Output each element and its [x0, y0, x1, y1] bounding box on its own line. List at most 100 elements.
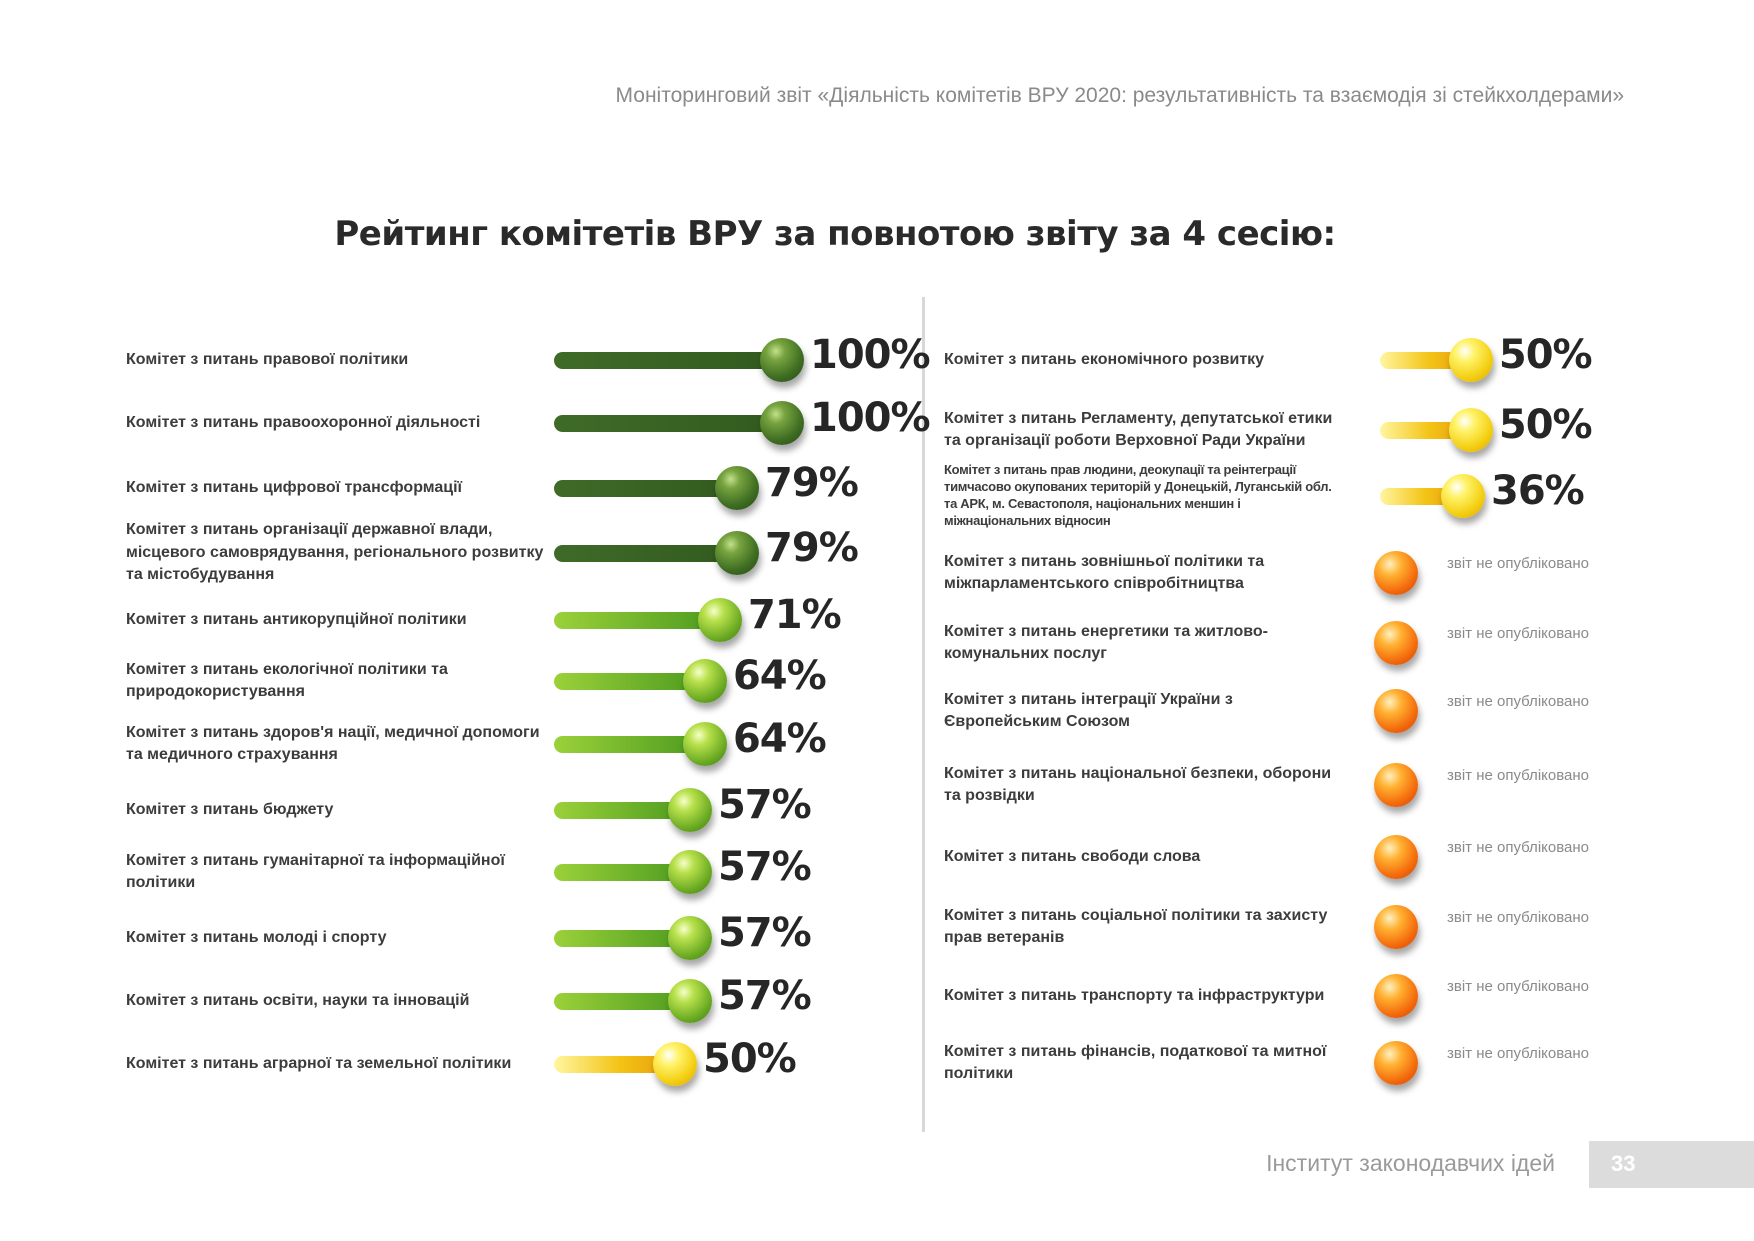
score-percent: 100%: [810, 395, 931, 441]
committee-name: Комітет з питань освіти, науки та іннова…: [126, 991, 470, 1009]
score-knob-icon: [682, 659, 727, 703]
committee-row: Комітет з питань прав людини, деокупації…: [0, 462, 1754, 528]
committee-name: Комітет з питань цифрової трансформації: [126, 478, 463, 496]
score-percent: 64%: [732, 716, 827, 762]
score-knob-icon: [760, 338, 804, 382]
score-percent: 71%: [747, 592, 842, 638]
page-number-box: 33: [1589, 1141, 1754, 1188]
score-bar: [554, 802, 690, 819]
score-bar: [1380, 352, 1471, 369]
score-bar: [554, 415, 782, 432]
committee-name: Комітет з питань аграрної та земельної п…: [126, 1054, 512, 1072]
page-title: Рейтинг комітетів ВРУ за повнотою звіту …: [334, 214, 1336, 254]
report-status: звіт не опубліковано: [1447, 555, 1589, 572]
footer-organization: Інститут законодавчих ідей: [1266, 1150, 1555, 1176]
committee-row: Комітет з питань цифрової трансформації 7…: [0, 458, 1754, 518]
score-knob-icon: [1441, 474, 1485, 518]
unpublished-dot-icon: [1374, 551, 1418, 595]
score-percent: 79%: [765, 525, 859, 571]
score-bar: [554, 612, 720, 629]
committee-name: Комітет з питань правової політики: [126, 350, 409, 368]
committee-name: Комітет з питань Регламенту, депутатсько…: [944, 409, 1333, 449]
score-knob-icon: [667, 916, 712, 960]
score-percent: 79%: [765, 460, 859, 506]
score-bar: [554, 480, 738, 497]
score-bar: [554, 545, 738, 562]
committee-row: Комітет з питань енергетики та житлово-к…: [0, 613, 1754, 673]
committee-row: Комітет з питань свободи слова звіт не оп…: [0, 827, 1754, 887]
score-percent: 100%: [810, 332, 931, 378]
score-bar: [554, 930, 690, 947]
report-status: звіт не опубліковано: [1447, 693, 1589, 710]
score-percent: 57%: [717, 973, 812, 1019]
committee-name: Комітет з питань молоді і спорту: [126, 928, 387, 946]
unpublished-dot-icon: [1374, 835, 1418, 879]
committee-row: Комітет з питань молоді і спорту 57%: [0, 908, 1754, 968]
running-header: Моніторинговий звіт «Діяльність комітеті…: [615, 84, 1624, 107]
committee-row: Комітет з питань здоров'я нації, медично…: [0, 714, 1754, 774]
score-percent: 50%: [1498, 332, 1593, 378]
committee-row: Комітет з питань правової політики 100%: [0, 330, 1754, 390]
committee-name: Комітет з питань фінансів, податкової та…: [944, 1042, 1327, 1082]
unpublished-dot-icon: [1374, 905, 1418, 949]
score-knob-icon: [653, 1042, 697, 1086]
committee-row: Комітет з питань фінансів, податкової та…: [0, 1033, 1754, 1093]
report-status: звіт не опубліковано: [1447, 909, 1589, 926]
score-bar: [554, 736, 705, 753]
report-status: звіт не опубліковано: [1447, 625, 1589, 642]
committee-row: Комітет з питань національної безпеки, о…: [0, 755, 1754, 815]
committee-row: Комітет з питань Регламенту, депутатсько…: [0, 400, 1754, 460]
committee-row: Комітет з питань соціальної політики та …: [0, 897, 1754, 957]
committee-row: Комітет з питань інтеграції України з Єв…: [0, 681, 1754, 741]
score-percent: 57%: [717, 782, 812, 828]
committee-name: Комітет з питань організації державної в…: [126, 521, 544, 584]
score-bar: [554, 1056, 675, 1073]
unpublished-dot-icon: [1374, 689, 1418, 733]
report-status: звіт не опубліковано: [1447, 839, 1589, 856]
score-bar: [554, 864, 690, 881]
score-knob-icon: [697, 598, 742, 642]
committee-name: Комітет з питань екологічної політики та…: [126, 660, 448, 700]
score-knob-icon: [715, 466, 760, 510]
page-number: 33: [1611, 1151, 1636, 1176]
committee-name: Комітет з питань зовнішньої політики та …: [944, 552, 1265, 592]
report-status: звіт не опубліковано: [1447, 767, 1589, 784]
unpublished-dot-icon: [1374, 974, 1418, 1018]
score-bar: [1380, 422, 1471, 439]
committee-row: Комітет з питань освіти, науки та іннова…: [0, 971, 1754, 1031]
committee-name: Комітет з питань свободи слова: [944, 847, 1201, 865]
committee-row: Комітет з питань зовнішньої політики та …: [0, 543, 1754, 603]
committee-name: Комітет з питань прав людини, деокупації…: [944, 462, 1332, 528]
committee-name: Комітет з питань соціальної політики та …: [944, 906, 1328, 946]
unpublished-dot-icon: [1374, 621, 1418, 665]
committee-row: Комітет з питань правоохоронної діяльнос…: [0, 393, 1754, 453]
committee-name: Комітет з питань здоров'я нації, медично…: [126, 723, 540, 763]
committee-name: Комітет з питань транспорту та інфрастру…: [944, 986, 1325, 1004]
score-percent: 50%: [1498, 402, 1593, 448]
score-knob-icon: [1448, 338, 1493, 382]
committee-name: Комітет з питань правоохоронної діяльнос…: [126, 413, 481, 431]
score-knob-icon: [667, 788, 712, 832]
score-percent: 50%: [703, 1036, 797, 1082]
score-percent: 57%: [717, 844, 812, 890]
committee-name: Комітет з питань енергетики та житлово-к…: [944, 622, 1268, 662]
committee-name: Комітет з питань гуманітарної та інформа…: [126, 851, 505, 891]
score-bar: [554, 993, 690, 1010]
unpublished-dot-icon: [1374, 1041, 1418, 1085]
committee-name: Комітет з питань національної безпеки, о…: [944, 764, 1332, 804]
column-divider: [922, 297, 925, 1132]
report-status: звіт не опубліковано: [1447, 978, 1589, 995]
score-knob-icon: [667, 850, 712, 894]
score-knob-icon: [760, 401, 804, 445]
score-percent: 36%: [1491, 468, 1585, 514]
committee-row: Комітет з питань гуманітарної та інформа…: [0, 842, 1754, 902]
score-bar: [554, 352, 782, 369]
committee-row: Комітет з питань антикорупційної політик…: [0, 590, 1754, 650]
committee-row: Комітет з питань економічного розвитку 50…: [0, 330, 1754, 390]
report-status: звіт не опубліковано: [1447, 1045, 1589, 1062]
score-percent: 57%: [717, 910, 812, 956]
committee-name: Комітет з питань інтеграції України з Єв…: [944, 690, 1233, 730]
score-percent: 64%: [732, 653, 827, 699]
committee-name: Комітет з питань антикорупційної політик…: [126, 610, 467, 628]
score-bar: [554, 673, 705, 690]
